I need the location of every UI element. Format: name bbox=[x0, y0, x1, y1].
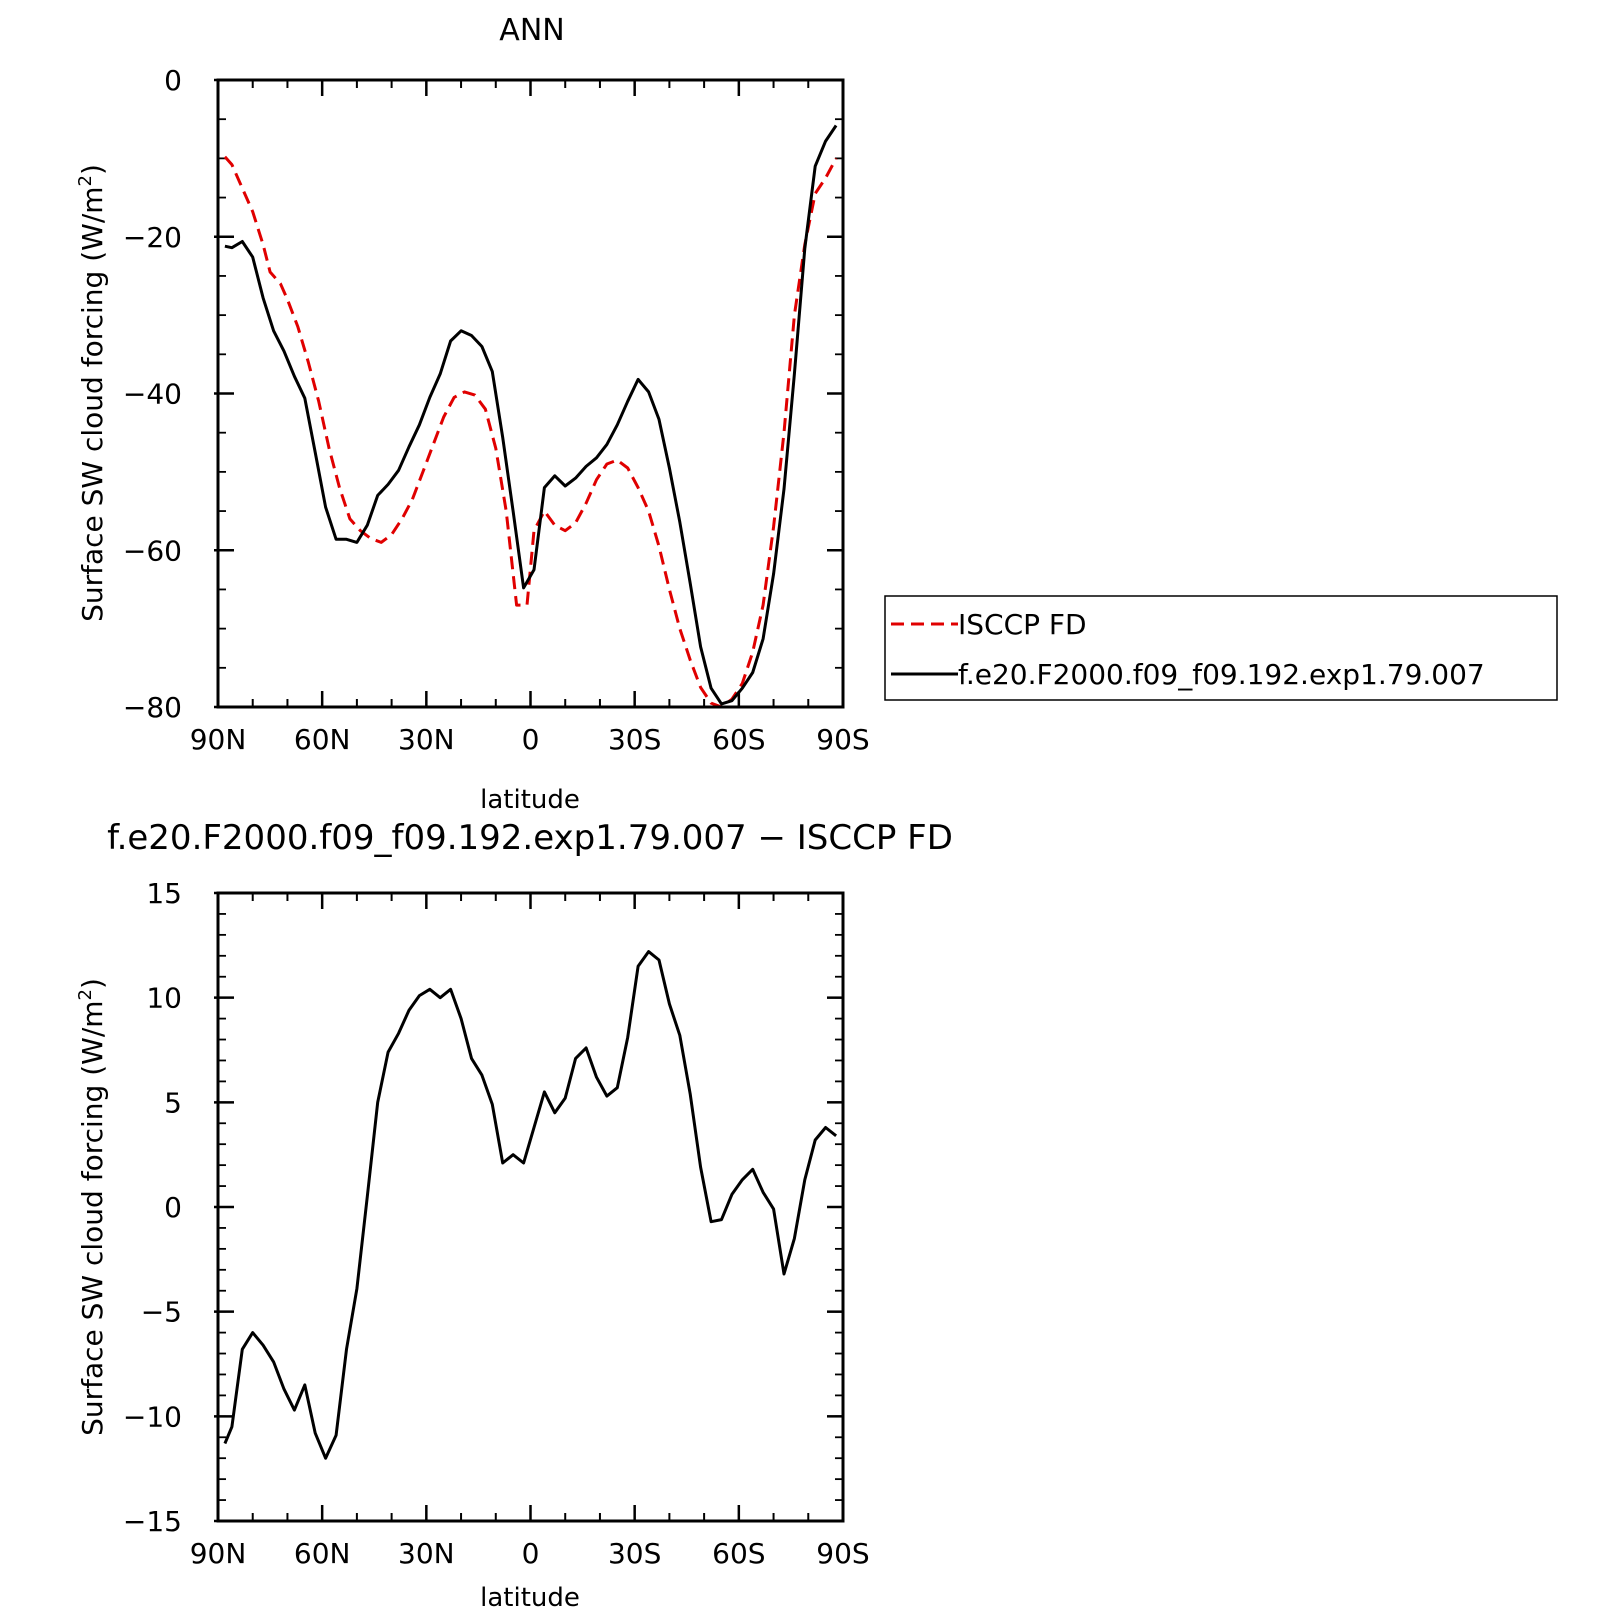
bottom-series-group bbox=[223, 950, 838, 1460]
top-x-tick-label: 0 bbox=[522, 723, 540, 756]
top-panel-title: ANN bbox=[499, 13, 564, 48]
bottom-x-tick-label: 30S bbox=[608, 1537, 661, 1570]
bottom-y-tick-label: 5 bbox=[164, 1086, 182, 1119]
top-series-line-model bbox=[224, 124, 838, 706]
top-y-tick-label: −20 bbox=[123, 221, 182, 254]
bottom-y-axis-label: Surface SW cloud forcing (W/m2) bbox=[75, 978, 109, 1436]
top-x-tick-label: 60S bbox=[712, 723, 765, 756]
bottom-y-tick-label: −15 bbox=[123, 1505, 182, 1538]
top-y-tick-label: −40 bbox=[123, 378, 182, 411]
top-x-tick-label: 30S bbox=[608, 723, 661, 756]
top-series-line-isccp bbox=[223, 155, 838, 709]
bottom-x-tick-label: 90N bbox=[190, 1537, 247, 1570]
top-y-axis-label: Surface SW cloud forcing (W/m2) bbox=[75, 164, 109, 622]
top-x-tick-label: 90S bbox=[816, 723, 869, 756]
bottom-y-axis-label-main: Surface SW cloud forcing (W/m bbox=[76, 1000, 109, 1435]
bottom-y-axis-label-end: ) bbox=[76, 978, 109, 989]
top-x-axis-label: latitude bbox=[480, 785, 580, 815]
top-y-tick-label: 0 bbox=[164, 64, 182, 97]
legend: ISCCP FD f.e20.F2000.f09_f09.192.exp1.79… bbox=[884, 595, 1558, 701]
bottom-x-axis-label: latitude bbox=[480, 1583, 580, 1613]
bottom-axis-ticks bbox=[214, 891, 845, 1523]
top-axis-ticks bbox=[214, 78, 845, 709]
bottom-x-tick-label: 60N bbox=[294, 1537, 351, 1570]
top-panel: ANN 0 −20 −40 −60 −80 90N 60N 30N 0 30S 60S 90S la… bbox=[75, 13, 1558, 815]
bottom-y-tick-label: 15 bbox=[146, 877, 182, 910]
top-x-tick-label: 30N bbox=[398, 723, 455, 756]
bottom-y-tick-label: 10 bbox=[146, 982, 182, 1015]
bottom-x-tick-label: 0 bbox=[522, 1537, 540, 1570]
top-y-tick-label: −80 bbox=[123, 691, 182, 724]
bottom-y-tick-label: −10 bbox=[123, 1400, 182, 1433]
bottom-y-axis-label-sup: 2 bbox=[75, 989, 96, 1000]
bottom-panel-title: f.e20.F2000.f09_f09.192.exp1.79.007 − IS… bbox=[107, 818, 953, 858]
top-plot-frame bbox=[216, 78, 845, 709]
top-y-tick-labels: 0 −20 −40 −60 −80 bbox=[123, 64, 182, 724]
top-y-tick-label: −60 bbox=[123, 534, 182, 567]
bottom-series-line-model bbox=[223, 950, 838, 1460]
top-y-axis-label-main: Surface SW cloud forcing (W/m bbox=[76, 186, 109, 621]
bottom-y-tick-labels: 15 10 5 0 −5 −10 −15 bbox=[123, 877, 182, 1538]
bottom-panel: f.e20.F2000.f09_f09.192.exp1.79.007 − IS… bbox=[75, 818, 953, 1613]
top-x-tick-label: 60N bbox=[294, 723, 351, 756]
legend-label-model: f.e20.F2000.f09_f09.192.exp1.79.007 bbox=[958, 658, 1485, 691]
legend-box bbox=[884, 595, 1558, 701]
bottom-x-tick-label: 90S bbox=[816, 1537, 869, 1570]
bottom-x-tick-labels: 90N 60N 30N 0 30S 60S 90S bbox=[190, 1537, 870, 1570]
top-series-group bbox=[223, 124, 838, 709]
top-y-axis-label-end: ) bbox=[76, 164, 109, 175]
bottom-x-tick-label: 30N bbox=[398, 1537, 455, 1570]
bottom-plot-frame bbox=[216, 891, 845, 1523]
bottom-x-tick-label: 60S bbox=[712, 1537, 765, 1570]
top-x-tick-labels: 90N 60N 30N 0 30S 60S 90S bbox=[190, 723, 870, 756]
legend-label-isccp: ISCCP FD bbox=[958, 608, 1087, 641]
top-x-tick-label: 90N bbox=[190, 723, 247, 756]
bottom-y-tick-label: −5 bbox=[141, 1296, 182, 1329]
top-y-axis-label-sup: 2 bbox=[75, 175, 96, 186]
bottom-y-tick-label: 0 bbox=[164, 1191, 182, 1224]
